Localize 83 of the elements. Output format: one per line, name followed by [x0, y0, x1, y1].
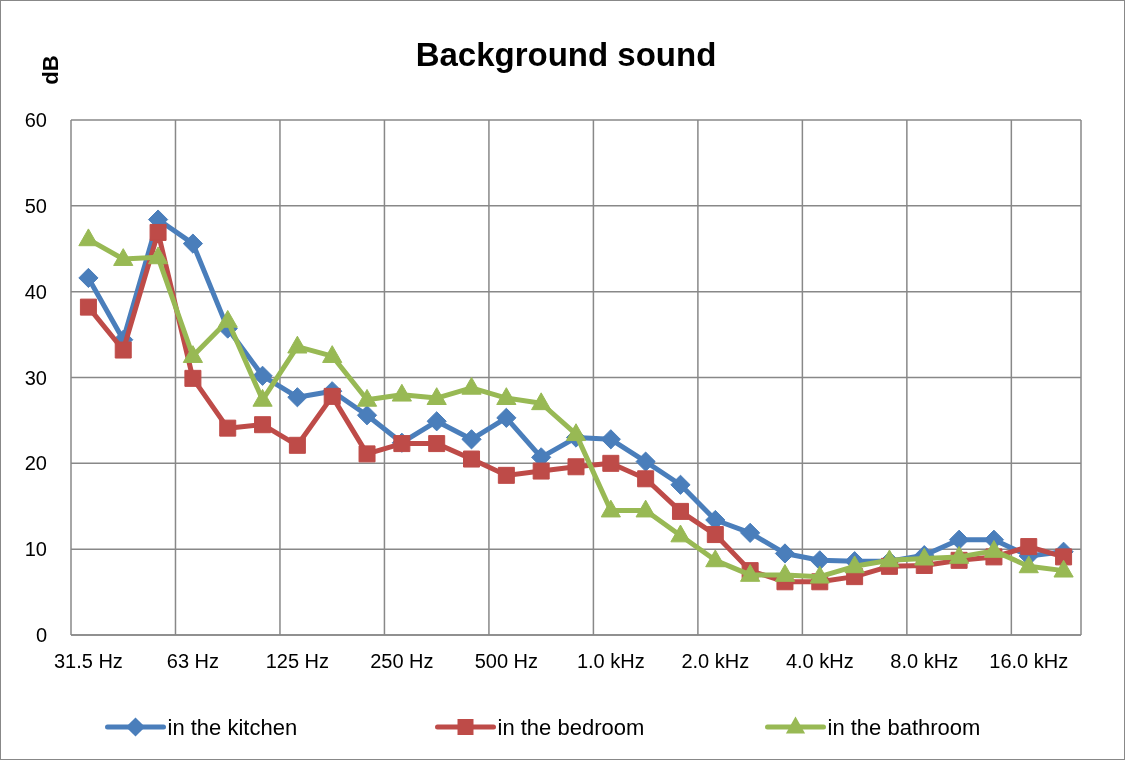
point: [356, 388, 378, 407]
point: [602, 454, 620, 472]
point: [426, 387, 447, 405]
point: [497, 466, 515, 484]
point: [532, 462, 550, 480]
point: [391, 383, 412, 402]
legend-label: in the kitchen: [167, 714, 298, 740]
point: [1018, 555, 1039, 574]
x-tick-label: 250 Hz: [370, 650, 434, 672]
y-tick-label: 0: [35, 624, 47, 646]
point: [670, 524, 691, 543]
x-tick-label: 31.5 Hz: [53, 650, 123, 672]
point: [184, 369, 202, 387]
point: [252, 388, 273, 407]
point: [949, 545, 970, 564]
y-tick-label: 10: [24, 538, 47, 561]
y-tick-label: 60: [24, 109, 47, 131]
y-tick-label: 20: [24, 452, 47, 475]
point: [356, 405, 378, 426]
point: [774, 543, 796, 564]
x-tick-label: 4.0 kHz: [785, 650, 854, 672]
point: [428, 435, 446, 453]
point: [635, 499, 656, 518]
point: [288, 436, 306, 454]
point: [463, 450, 481, 468]
point: [358, 445, 376, 463]
point: [949, 529, 970, 550]
point: [323, 387, 341, 405]
point: [496, 407, 517, 428]
legend-label: in the bathroom: [827, 714, 981, 740]
point: [774, 564, 796, 582]
point: [78, 267, 99, 289]
y-tick-label: 30: [24, 366, 47, 389]
point: [287, 387, 308, 408]
point: [496, 387, 517, 405]
point: [531, 392, 552, 411]
y-tick-label: 40: [24, 280, 47, 303]
point: [635, 451, 656, 472]
point: [670, 474, 691, 495]
point: [740, 522, 761, 543]
x-tick-label: 8.0 kHz: [890, 650, 959, 672]
point: [78, 228, 99, 247]
point: [287, 335, 308, 354]
point: [147, 246, 169, 265]
point: [461, 429, 482, 450]
point: [254, 416, 272, 434]
point: [1020, 538, 1038, 556]
x-tick-label: 16.0 kHz: [989, 650, 1069, 672]
x-tick-label: 500 Hz: [474, 650, 539, 672]
point: [322, 345, 343, 363]
point: [149, 223, 167, 241]
x-tick-label: 63 Hz: [166, 650, 220, 672]
point: [706, 526, 724, 544]
y-axis-title: dB: [38, 55, 63, 85]
point: [461, 376, 482, 395]
y-tick-label: 50: [24, 194, 47, 217]
x-tick-label: 1.0 kHz: [576, 650, 645, 672]
point: [1055, 548, 1073, 566]
point: [600, 429, 621, 450]
point: [671, 502, 689, 520]
point: [182, 345, 203, 363]
point: [879, 549, 900, 568]
point: [705, 549, 726, 568]
point: [79, 298, 97, 316]
point: [809, 565, 830, 584]
point: [426, 411, 447, 432]
point: [252, 365, 273, 386]
legend-label: in the bedroom: [497, 714, 645, 740]
point: [600, 499, 621, 518]
point: [983, 539, 1005, 558]
point: [114, 341, 132, 359]
point: [217, 309, 238, 328]
point: [113, 248, 134, 266]
point: [637, 470, 655, 488]
point: [1053, 559, 1074, 578]
x-tick-label: 2.0 kHz: [681, 650, 750, 672]
point: [219, 419, 237, 437]
point: [565, 423, 587, 442]
x-tick-label: 125 Hz: [265, 650, 330, 672]
point: [182, 233, 203, 254]
point: [809, 550, 830, 571]
point: [567, 458, 585, 476]
chart-title: Background sound: [415, 36, 717, 73]
